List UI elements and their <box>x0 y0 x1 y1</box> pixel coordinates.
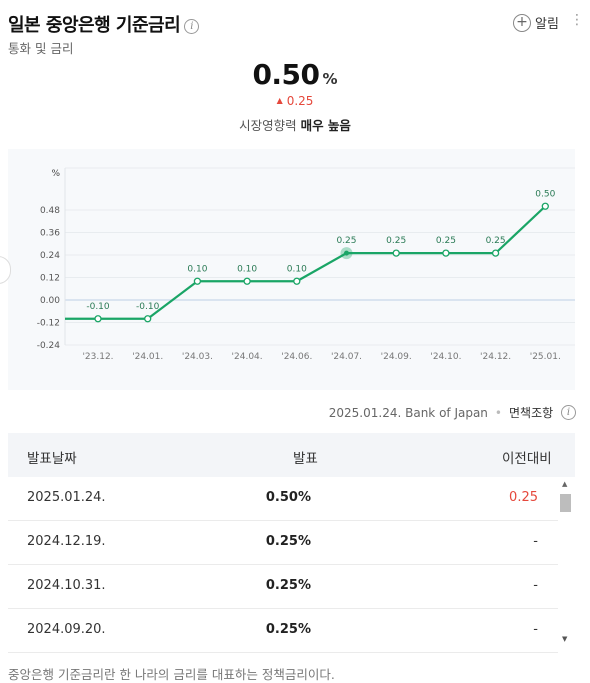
header-prev-compare: 이전대비 <box>502 451 552 467</box>
row-value: 0.25% <box>265 622 311 637</box>
impact-label: 시장영향력 <box>239 118 297 133</box>
title-text: 일본 중앙은행 기준금리 <box>8 15 181 36</box>
row-value: 0.50% <box>265 490 311 505</box>
rate-change: ▲ 0.25 <box>0 94 590 108</box>
category-label: 통화 및 금리 <box>8 41 74 56</box>
row-date: 2025.01.24. <box>27 490 106 505</box>
data-point <box>541 202 549 210</box>
x-tick-label: '24.07. <box>331 352 362 362</box>
alarm-label: 알림 <box>535 17 559 32</box>
highlight-point <box>344 250 349 256</box>
more-icon[interactable]: ⋮ <box>570 12 584 28</box>
y-axis-unit: % <box>51 169 60 179</box>
data-label: 0.10 <box>287 264 307 274</box>
footnote: 중앙은행 기준금리란 한 나라의 금리를 대표하는 정책금리이다. <box>8 667 335 682</box>
data-point <box>293 277 301 285</box>
info-icon[interactable]: i <box>184 19 200 34</box>
x-tick-label: '25.01. <box>530 352 561 362</box>
data-point <box>392 249 400 257</box>
scroll-up-icon[interactable]: ▲ <box>562 480 568 488</box>
header-date: 발표날짜 <box>27 451 77 467</box>
source-line: 2025.01.24. Bank of Japan • 면책조항 i <box>0 404 576 421</box>
disclaimer-info-icon[interactable]: i <box>561 405 576 420</box>
market-impact: 시장영향력 매우 높음 <box>0 115 590 134</box>
data-label: -0.10 <box>86 302 110 312</box>
rate-line-chart: -0.24 -0.12 0.00 0.12 0.24 0.36 0.48% '23.12. '2… <box>37 167 575 362</box>
data-label: -0.10 <box>136 302 160 312</box>
scroll-down-icon[interactable]: ▼ <box>562 635 568 643</box>
data-point <box>193 277 202 285</box>
y-tick-label: -0.12 <box>37 319 60 329</box>
row-change: 0.25 <box>509 490 538 505</box>
row-value: 0.25% <box>265 578 311 593</box>
table-row: 2024.10.31. 0.25% - <box>8 565 558 609</box>
table-scrollbar[interactable]: ▲ ▼ <box>559 480 572 647</box>
x-tick-label: '24.01. <box>132 352 163 362</box>
y-tick-label: 0.48 <box>40 206 60 216</box>
data-point <box>94 315 102 323</box>
scroll-thumb[interactable] <box>560 494 571 512</box>
row-date: 2024.10.31. <box>27 578 106 593</box>
row-date: 2024.12.19. <box>27 534 106 549</box>
y-tick-label: 0.36 <box>40 229 60 239</box>
y-tick-label: 0.00 <box>40 296 60 306</box>
row-change: - <box>533 534 538 549</box>
x-tick-label: '24.12. <box>480 352 511 362</box>
impact-value: 매우 높음 <box>300 118 351 133</box>
separator-dot: • <box>494 406 502 420</box>
y-tick-label: 0.12 <box>40 274 60 284</box>
data-label: 0.10 <box>187 264 207 274</box>
alarm-button[interactable]: + 알림 <box>513 13 559 32</box>
data-label: 0.25 <box>436 236 456 246</box>
plus-icon: + <box>513 13 531 32</box>
table-row: 2025.01.24. 0.50% 0.25 <box>8 477 558 521</box>
data-label: 0.50 <box>535 189 555 199</box>
x-tick-label: '24.10. <box>430 352 461 362</box>
page-title: 일본 중앙은행 기준금리 i <box>8 11 200 37</box>
x-tick-label: '24.03. <box>182 352 213 362</box>
data-point <box>491 249 500 257</box>
rate-unit: % <box>322 70 338 88</box>
table-row: 2024.09.20. 0.25% - <box>8 609 558 653</box>
table-header: 발표날짜 발표 이전대비 <box>8 433 575 477</box>
x-tick-label: '24.04. <box>232 352 263 362</box>
rate-chart: -0.24 -0.12 0.00 0.12 0.24 0.36 0.48% '23.12. '2… <box>8 149 575 390</box>
data-label: 0.25 <box>386 236 406 246</box>
y-tick-label: -0.24 <box>37 341 61 351</box>
x-tick-label: '24.06. <box>281 352 312 362</box>
data-label: 0.10 <box>237 264 257 274</box>
row-date: 2024.09.20. <box>27 622 106 637</box>
change-value: 0.25 <box>286 94 314 108</box>
data-point <box>243 277 251 285</box>
current-rate: 0.50% <box>0 58 590 91</box>
source-date: 2025.01.24. <box>328 406 402 420</box>
header-announce: 발표 <box>293 451 318 467</box>
data-label: 0.25 <box>336 236 356 246</box>
disclaimer-link[interactable]: 면책조항 <box>509 406 554 420</box>
rate-value: 0.50 <box>252 58 320 91</box>
source-name: Bank of Japan <box>405 406 488 420</box>
y-tick-label: 0.24 <box>40 251 60 261</box>
row-change: - <box>533 578 538 593</box>
x-tick-label: '24.09. <box>381 352 412 362</box>
x-tick-label: '23.12. <box>82 352 113 362</box>
row-change: - <box>533 622 538 637</box>
data-point <box>442 249 450 257</box>
row-value: 0.25% <box>265 534 311 549</box>
table-body[interactable]: 2025.01.24. 0.50% 0.25 2024.12.19. 0.25%… <box>8 477 558 653</box>
data-label: 0.25 <box>486 236 506 246</box>
data-point <box>144 315 152 323</box>
table-row: 2024.12.19. 0.25% - <box>8 521 558 565</box>
up-arrow-icon: ▲ <box>276 96 283 105</box>
